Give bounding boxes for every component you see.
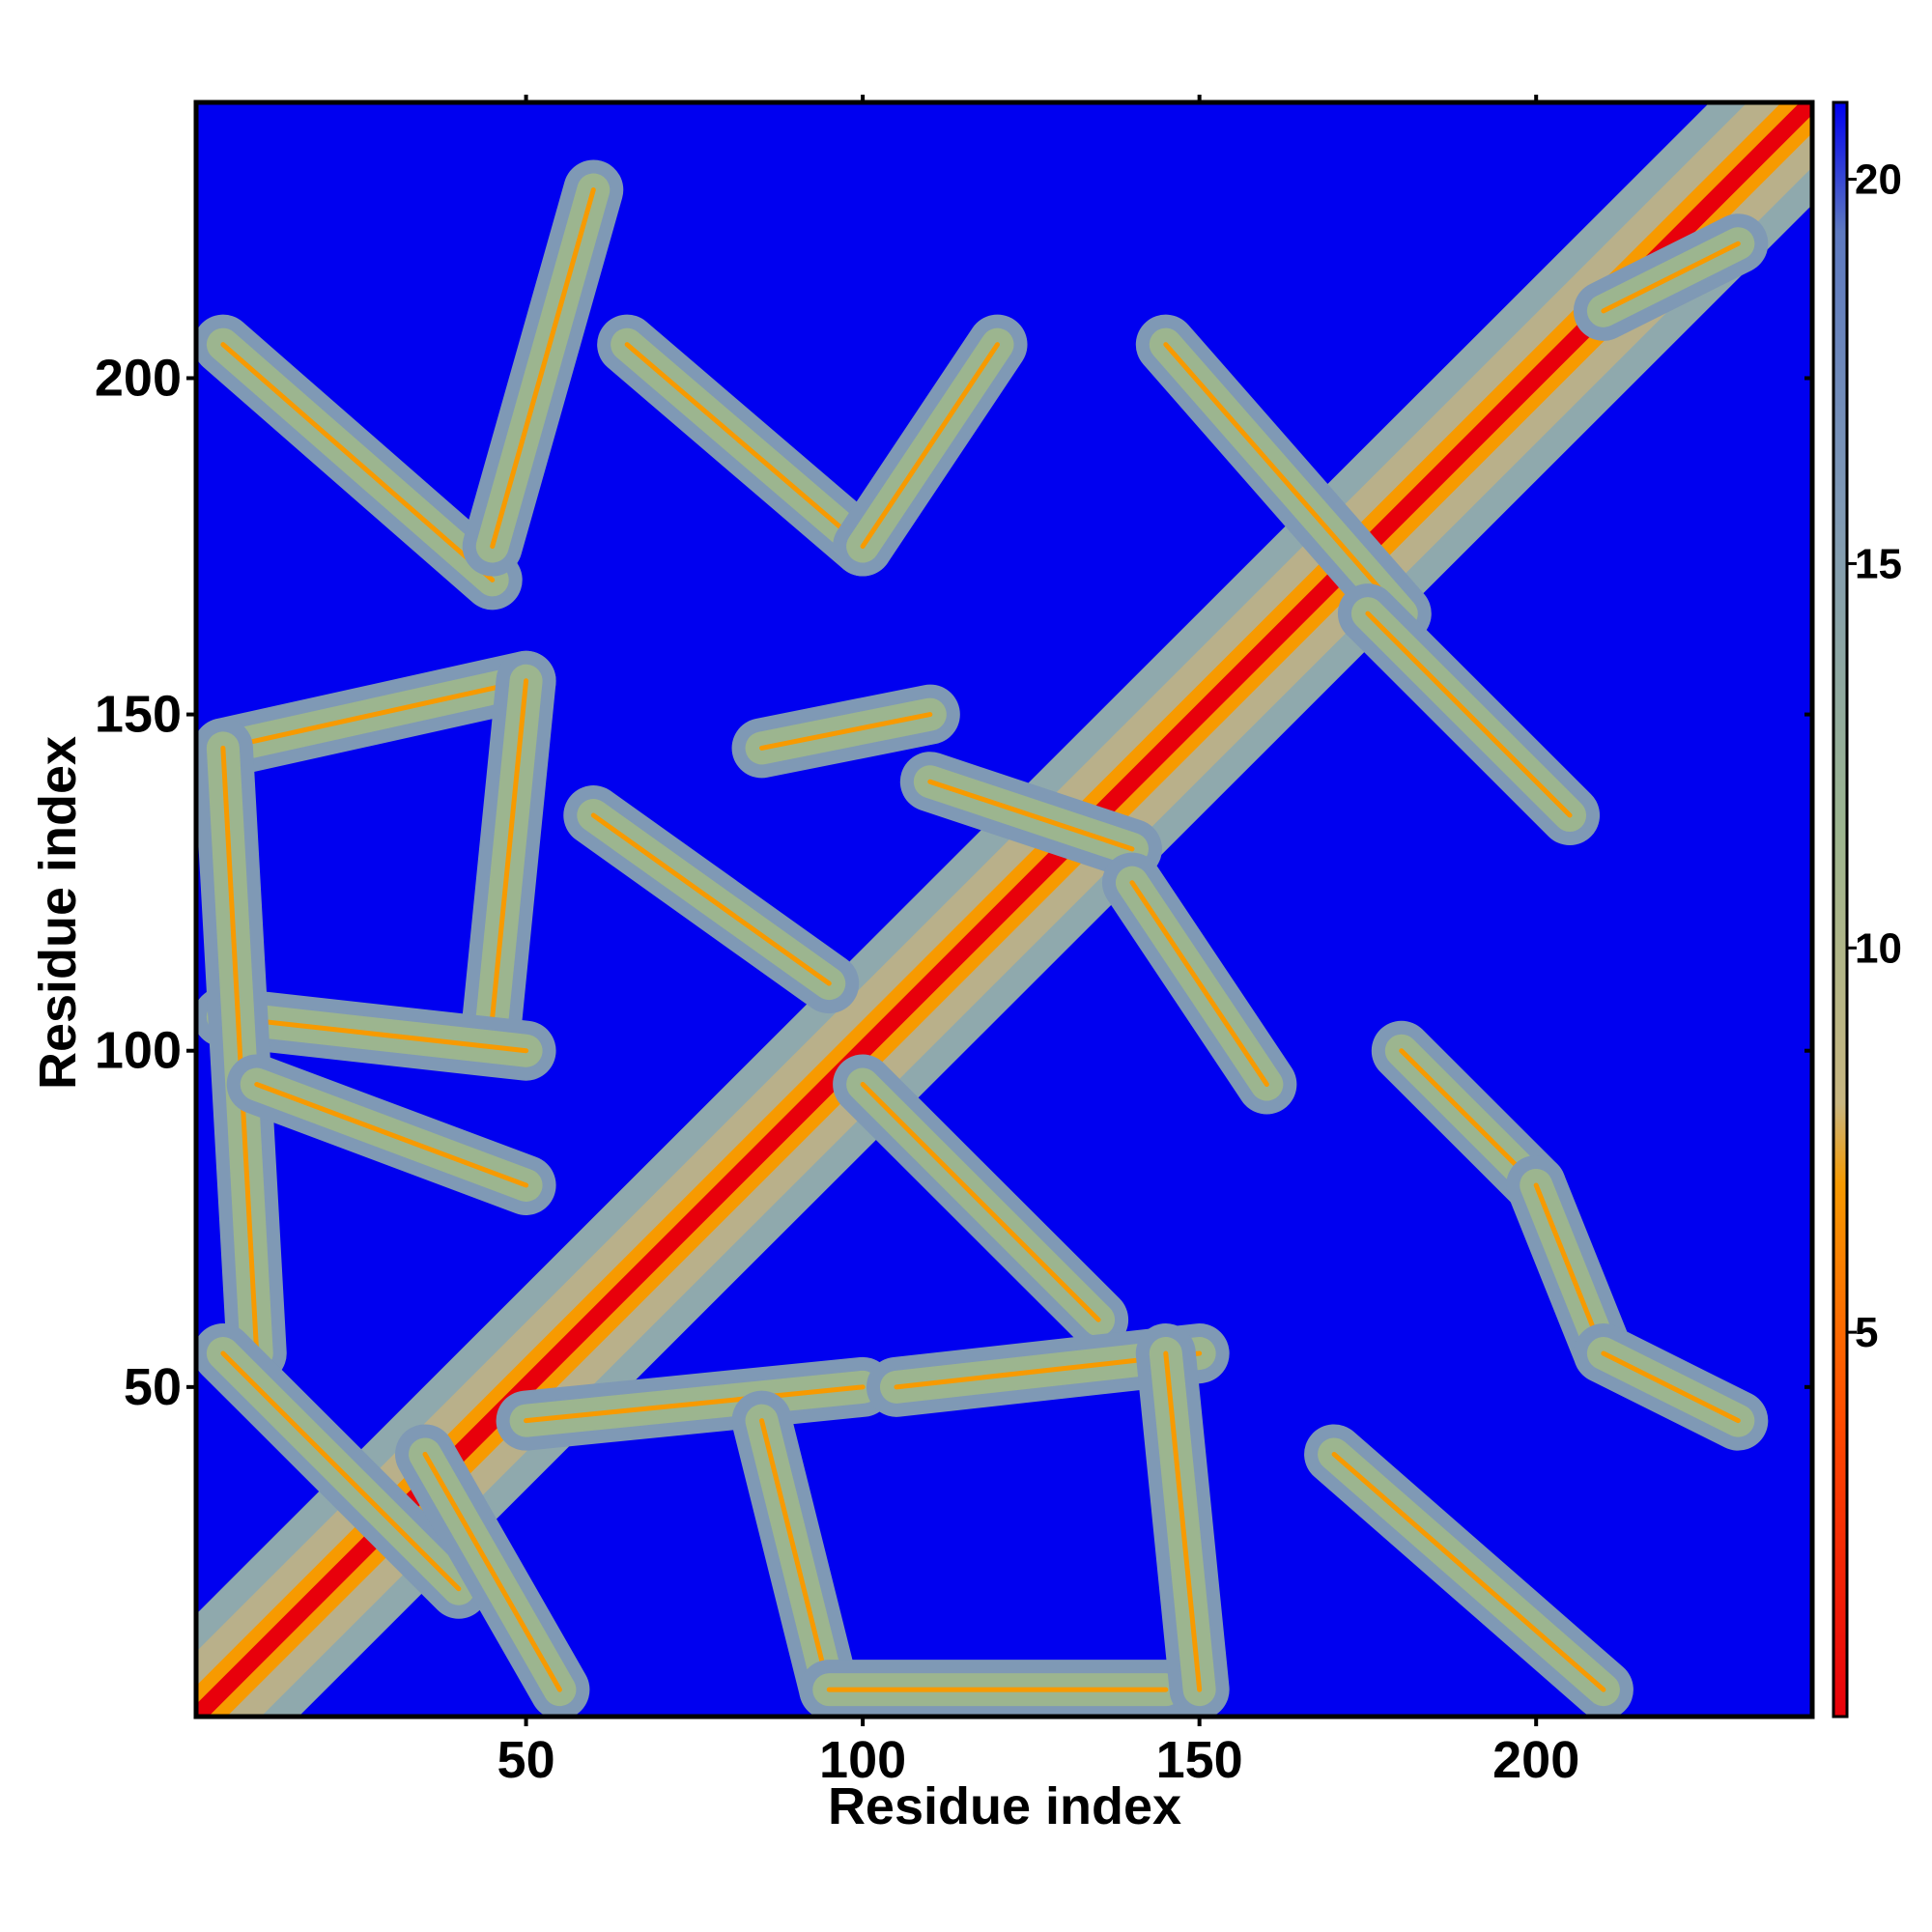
contact-band-11-core [759, 712, 933, 751]
axis-ticks: 50 100 150 200 50 100 150 200 [95, 95, 1812, 1789]
heatmap-cells [196, 102, 1812, 1717]
contact-band-2-core [624, 342, 866, 550]
contact-band-22-core [1163, 1350, 1203, 1692]
contact-band-7-core [490, 678, 529, 1020]
contact-band-13-core [1129, 880, 1269, 1088]
colorbar-tick-label: 20 [1855, 156, 1902, 204]
x-tick-label: 200 [1492, 1731, 1579, 1789]
contact-band-8-core [220, 1014, 529, 1054]
colorbar [1832, 100, 1849, 1719]
contact-band-18-core [524, 1384, 866, 1424]
colorbar-tick-label: 5 [1855, 1309, 1878, 1356]
colorbar-tick-label: 15 [1855, 540, 1902, 587]
contact-band-24-core [1399, 1048, 1539, 1188]
contact-band-3-core [860, 342, 1001, 550]
x-tick-label: 150 [1156, 1731, 1243, 1789]
y-axis-title: Residue index [29, 736, 87, 1090]
contact-band-25-core [1533, 1182, 1606, 1356]
x-axis-title: Residue index [828, 1777, 1181, 1835]
diagonal-band-core [196, 102, 1812, 1717]
contact-band-12-core [927, 779, 1135, 852]
contact-band-26-core [1601, 1350, 1741, 1424]
contact-band-5-core [1365, 611, 1573, 818]
contact-band-16-core [254, 1082, 529, 1188]
contact-band-15-core [220, 1350, 462, 1592]
contact-band-17-core [422, 1451, 562, 1692]
contact-band-10-core [590, 812, 832, 986]
contact-band-19-core [759, 1418, 832, 1692]
colorbar-ticks: 5 10 15 20 [1847, 156, 1902, 1356]
x-tick-label: 50 [497, 1731, 555, 1789]
contact-band-4-core [1163, 342, 1405, 616]
y-tick-label: 50 [124, 1358, 182, 1416]
contact-band-1-core [490, 187, 596, 550]
contact-band-23-core [1331, 1451, 1606, 1692]
contact-band-14-core [860, 1082, 1101, 1322]
plot-frame [193, 99, 1815, 1719]
contact-band-9-core [220, 745, 260, 1356]
colorbar-tick-label: 10 [1855, 924, 1902, 972]
y-tick-label: 150 [95, 686, 182, 744]
contact-band-0-core [220, 342, 496, 582]
x-tick-label: 100 [819, 1731, 906, 1789]
contact-band-27-core [1601, 241, 1741, 314]
y-tick-label: 200 [95, 349, 182, 407]
contact-band-6-core [220, 678, 529, 751]
y-tick-label: 100 [95, 1022, 182, 1080]
